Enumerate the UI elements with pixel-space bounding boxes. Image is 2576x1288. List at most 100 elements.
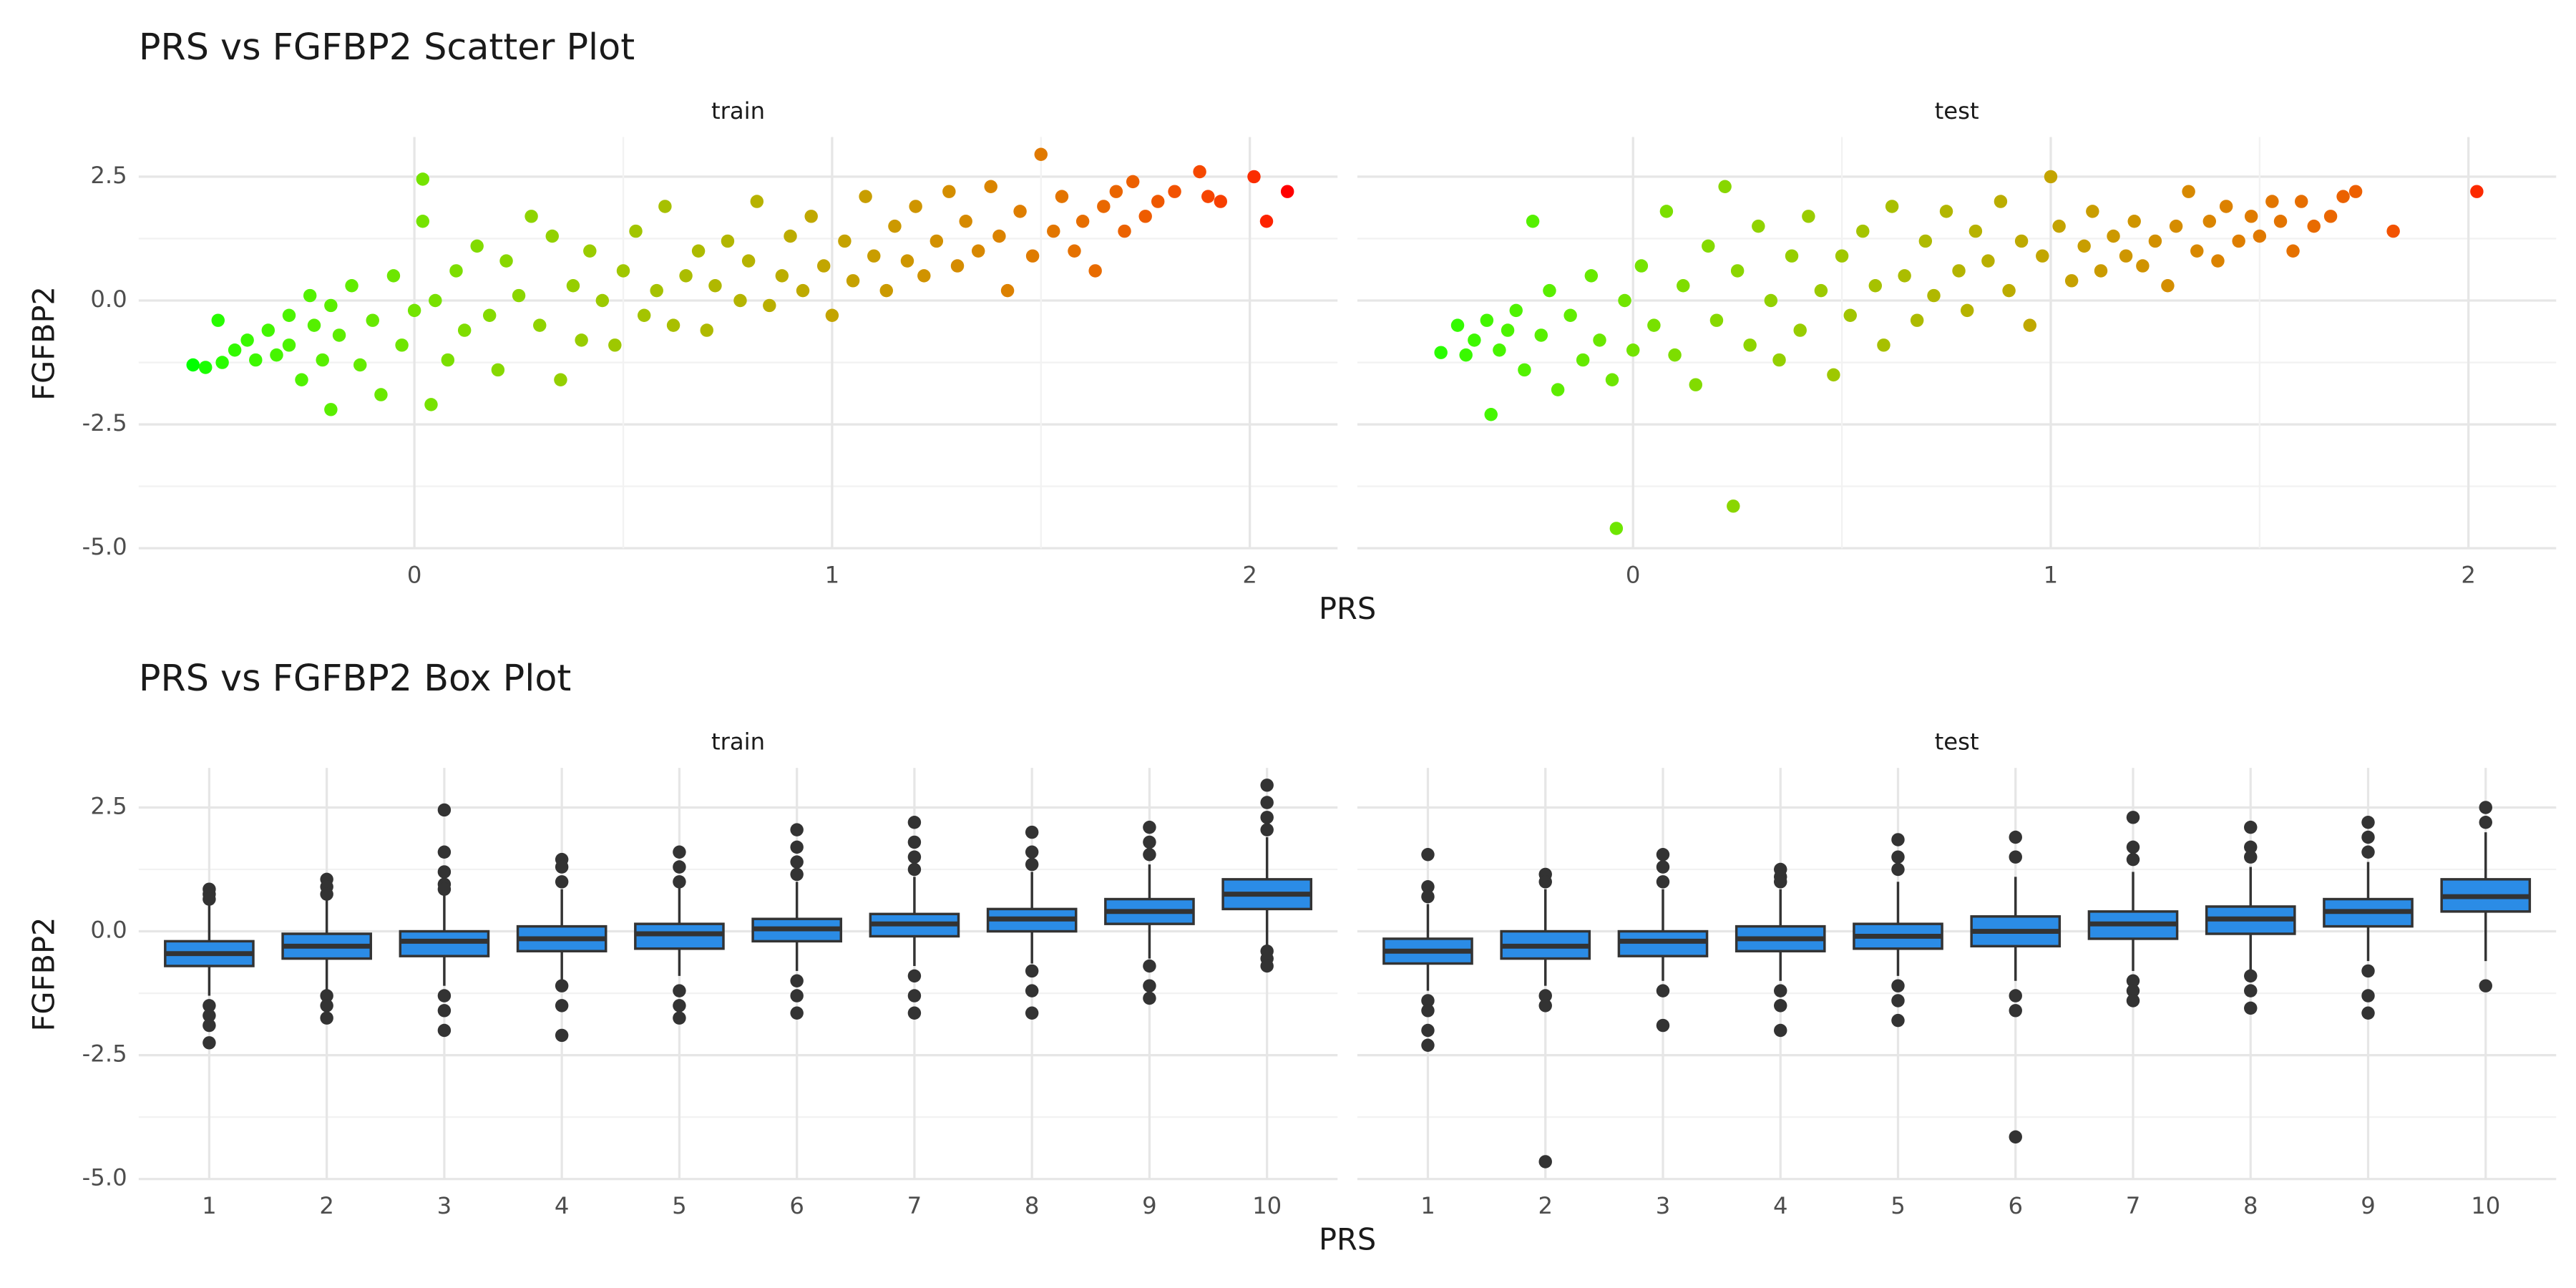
scatter-point [1055,190,1069,203]
scatter-point [1138,210,1152,223]
scatter-point [1718,180,1732,193]
x-tick-label: 2 [2461,561,2476,588]
outlier [1891,979,1905,992]
y-tick-label: 0.0 [90,917,127,944]
scatter-point [846,274,860,288]
facet-label: test [1935,97,1979,125]
scatter-point [416,172,430,186]
scatter-point [1450,318,1465,332]
outlier [2126,994,2140,1008]
outlier [437,989,452,1002]
outlier [1656,848,1670,862]
scatter-point [1459,348,1473,362]
scatter-point [1927,288,1941,303]
scatter-point [2211,254,2225,268]
outlier [1891,833,1905,847]
outlier [2361,816,2375,829]
scatter-point [616,264,630,278]
scatter-point [2094,264,2108,278]
scatter-point [804,210,818,223]
outlier [1143,848,1156,862]
scatter-point [407,303,421,318]
scatter-point [1709,313,1724,327]
scatter-point [1247,170,1261,184]
scatter-point [1785,249,1799,263]
scatter-point [316,353,329,367]
scatter-point [1584,269,1599,283]
outlier [1656,860,1670,874]
scatter-point [2136,259,2150,273]
scatter-point [2232,234,2245,248]
scatter-point [332,328,346,342]
scatter-point [1088,264,1102,278]
facet-label: train [711,97,765,125]
scatter-point [249,353,263,367]
outlier [2479,979,2492,992]
outlier [1025,984,1039,997]
x-axis-title: PRS [1319,591,1376,626]
x-tick-label: 3 [437,1192,452,1219]
scatter-point [2336,190,2350,203]
scatter-point [2202,215,2217,228]
scatter-point [1730,264,1745,278]
scatter-point [2036,249,2049,263]
y-tick-label: -2.5 [82,409,127,436]
scatter-point [1918,234,1933,248]
scatter-point [691,244,706,258]
outlier [1421,1004,1435,1018]
y-tick-label: -2.5 [82,1040,127,1068]
outlier [2361,830,2375,844]
scatter-point [525,210,538,223]
scatter-point [1968,224,1983,238]
scatter-point [295,373,308,386]
x-tick-label: 0 [1626,561,1641,588]
outlier [2126,811,2140,824]
outlier [1421,1023,1435,1038]
scatter-point [2470,185,2484,198]
scatter-point [1960,303,1974,318]
scatter-point [1118,224,1131,238]
outlier [907,835,922,849]
scatter-point [1702,239,1715,253]
scatter-point [228,343,242,357]
scatter-point [575,333,588,347]
outlier [437,803,452,817]
scatter-point [700,323,713,337]
outlier [907,969,922,983]
chart-title: PRS vs FGFBP2 Scatter Plot [139,26,635,68]
outlier [555,999,569,1013]
outlier [1260,959,1274,973]
outlier [1421,848,1435,862]
outlier [673,860,686,874]
outlier [1025,964,1039,978]
scatter-point [763,298,776,313]
scatter-point [215,356,229,369]
scatter-point [1981,254,1995,268]
scatter-point [992,229,1006,243]
scatter-point [2119,249,2133,263]
outlier [1421,880,1435,894]
scatter-point [950,259,965,273]
outlier [2009,830,2022,844]
x-tick-label: 7 [2126,1192,2141,1219]
scatter-point [1480,313,1494,327]
outlier [1538,875,1552,889]
scatter-point [2023,318,2037,332]
outlier [555,1028,569,1043]
outlier [1143,979,1156,992]
scatter-point [583,244,597,258]
y-axis-title: FGFBP2 [26,286,62,401]
scatter-point [2244,210,2258,223]
scatter-point [2307,219,2321,233]
outlier [790,974,804,987]
outlier [1421,1038,1435,1052]
outlier [673,845,686,859]
scatter-point [554,373,567,386]
scatter-point [366,313,379,327]
scatter-point [859,190,872,203]
x-tick-label: 4 [555,1192,570,1219]
scatter-point [545,229,559,243]
scatter-point [199,361,213,374]
scatter-point [1677,279,1690,293]
x-tick-label: 0 [407,561,422,588]
